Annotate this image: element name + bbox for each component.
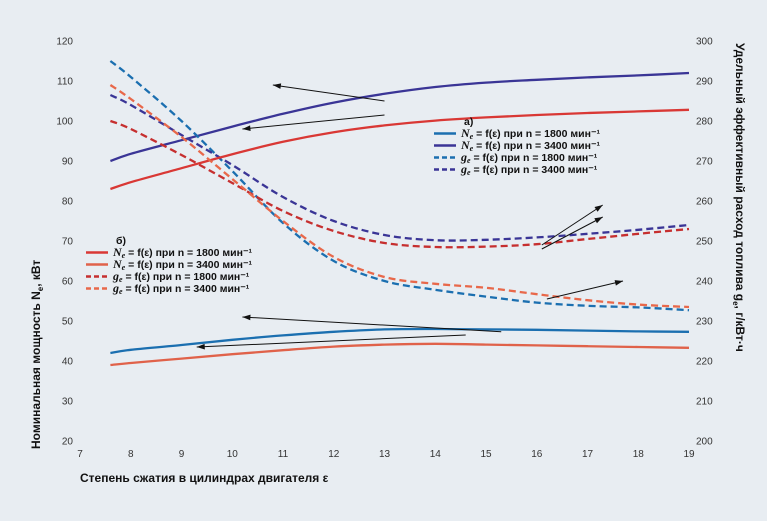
legends: а)Ne = f(ε) при n = 1800 мин⁻¹Ne = f(ε) … [86,116,600,296]
y-right-tick-label: 300 [696,37,713,48]
legend-title: б) [116,235,126,247]
y-right-tick-label: 200 [696,437,713,448]
y-left-tick-label: 20 [62,437,74,448]
annotation-arrows [196,83,624,350]
x-tick-label: 13 [379,449,391,460]
legend-title: а) [464,116,473,128]
y-left-axis-title-sub: e [36,286,45,291]
y-right-tick-label: 220 [696,357,713,368]
series-а-Ne-3400 [110,71,690,163]
x-tick-label: 17 [582,449,594,460]
y-left-tick-label: 90 [62,157,74,168]
series-а-ge-1800 [109,60,690,312]
x-tick-label: 9 [179,449,185,460]
annotation-arrow [541,204,603,246]
y-left-tick-label: 50 [62,317,74,328]
plot-area [80,41,689,441]
x-axis-title: Степень сжатия в цилиндрах двигателя ε [80,471,329,485]
legend-b: б)Ne = f(ε) при n = 1800 мин⁻¹Ne = f(ε) … [86,235,252,296]
series-б-ge-1800 [109,119,690,249]
x-tick-label: 12 [328,449,340,460]
x-tick-label: 15 [480,449,492,460]
annotation-arrow [541,216,603,250]
legend-a: а)Ne = f(ε) при n = 1800 мин⁻¹Ne = f(ε) … [434,116,600,177]
x-tick-labels: 7 8 9 10 11 12 13 14 15 16 17 18 19 [77,449,695,460]
annotation-arrow [242,314,502,333]
y-right-tick-label: 270 [696,157,713,168]
legend-entry: ge = f(ε) при n = 1800 мин⁻¹ [112,269,250,284]
legend-entry: ge = f(ε) при n = 3400 мин⁻¹ [460,162,598,177]
legend-entry: Ne = f(ε) при n = 1800 мин⁻¹ [460,126,600,141]
y-left-tick-label: 30 [62,397,74,408]
y-left-tick-label: 70 [62,237,74,248]
legend-entry: ge = f(ε) при n = 1800 мин⁻¹ [460,150,598,165]
legend-entry: Ne = f(ε) при n = 3400 мин⁻¹ [460,138,600,153]
y-left-tick-label: 40 [62,357,74,368]
y-left-tick-label: 60 [62,277,74,288]
x-tick-label: 16 [531,449,543,460]
y-right-tick-labels: 200 210 220 230 240 250 260 270 280 290 300 [696,37,713,448]
x-tick-label: 8 [128,449,134,460]
legend-entry: Ne = f(ε) при n = 1800 мин⁻¹ [112,245,252,260]
y-right-tick-label: 280 [696,117,713,128]
y-left-axis-title: Номинальная мощность Ne, кВт [29,260,45,449]
x-tick-label: 14 [430,449,442,460]
series-а-Ne-1800 [110,327,690,355]
y-right-tick-label: 240 [696,277,713,288]
y-left-tick-label: 120 [56,37,73,48]
series-а-ge-3400 [109,93,690,242]
y-right-axis-title: Удельный эффективный расход топлива ge, … [731,43,747,352]
y-left-tick-label: 80 [62,197,74,208]
y-right-tick-label: 260 [696,197,713,208]
annotation-arrow [196,334,466,350]
legend-entry: Ne = f(ε) при n = 3400 мин⁻¹ [112,257,252,272]
series-б-Ne-3400 [110,342,690,367]
series-lines [109,60,690,367]
y-left-tick-label: 100 [56,117,73,128]
x-tick-label: 19 [683,449,695,460]
y-left-tick-labels: 20 30 40 50 60 70 80 90 100 110 120 [56,37,73,448]
annotation-arrow [546,280,624,300]
y-right-tick-label: 250 [696,237,713,248]
y-left-tick-label: 110 [57,77,73,88]
annotation-arrow [272,83,385,102]
y-right-tick-label: 230 [696,317,713,328]
x-tick-label: 10 [227,449,239,460]
x-tick-label: 11 [278,449,289,460]
y-right-tick-label: 210 [696,397,713,408]
legend-entry: ge = f(ε) при n = 3400 мин⁻¹ [112,281,250,296]
x-tick-label: 7 [77,449,83,460]
annotation-arrow [242,114,385,132]
series-б-Ne-1800 [110,108,690,191]
y-right-axis-title-sub: e [731,301,740,306]
series-б-ge-3400 [109,84,690,309]
y-right-tick-label: 290 [696,77,713,88]
x-tick-label: 18 [633,449,645,460]
